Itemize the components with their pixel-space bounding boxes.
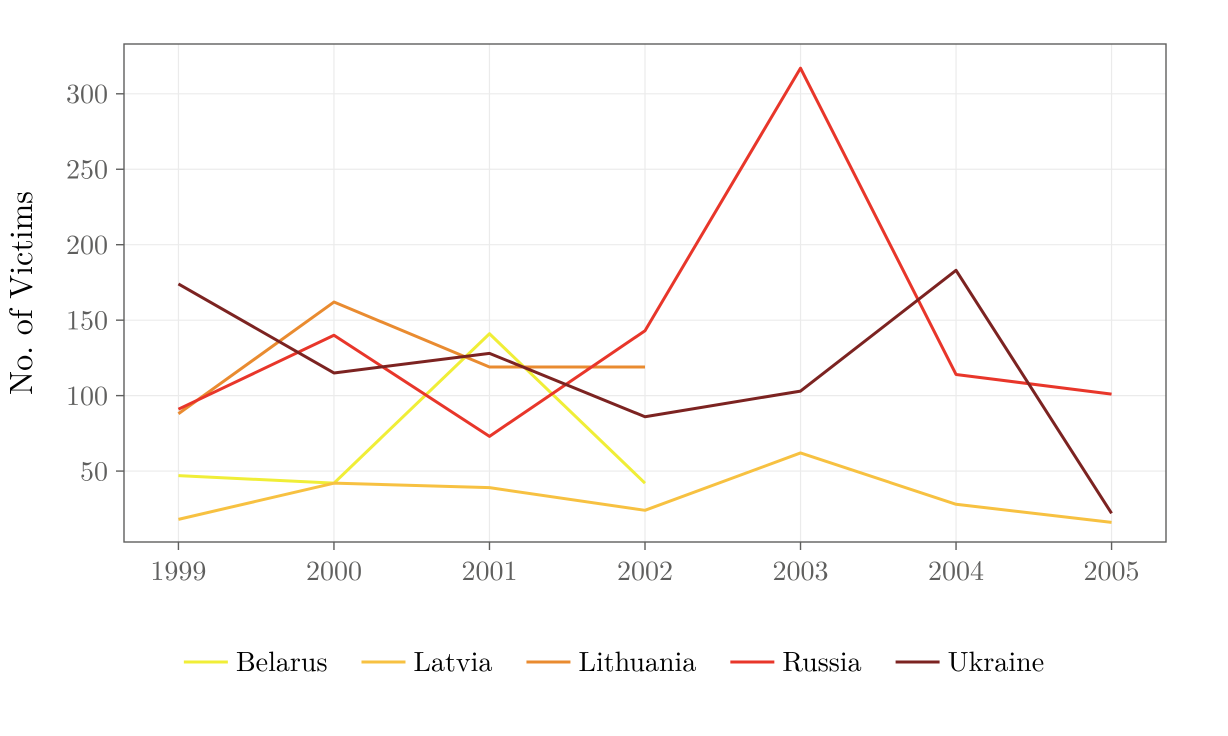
x-tick-label: 1999 xyxy=(150,549,206,589)
y-tick-label: 100 xyxy=(66,374,108,414)
x-tick-label: 2005 xyxy=(1084,549,1140,589)
y-tick-label: 200 xyxy=(66,223,108,263)
x-tick-label: 2001 xyxy=(461,549,517,589)
y-axis-title: No. of Victims xyxy=(0,191,42,395)
line-chart: 1999 2000 2001 2002 2003 2004 2005 50 100 150 200 2… xyxy=(0,0,1228,736)
x-tick-label: 2003 xyxy=(773,549,829,589)
y-tick-label: 150 xyxy=(66,298,108,338)
y-tick-label: 300 xyxy=(66,72,108,112)
y-tick-label: 50 xyxy=(80,449,108,489)
chart-container: 1999 2000 2001 2002 2003 2004 2005 50 100 150 200 2… xyxy=(0,0,1228,736)
x-tick-label: 2002 xyxy=(617,549,673,589)
legend-label: Latvia xyxy=(413,640,492,680)
legend-label: Lithuania xyxy=(578,640,696,680)
legend-label: Ukraine xyxy=(948,640,1045,680)
legend-label: Belarus xyxy=(236,640,328,680)
legend-label: Russia xyxy=(782,640,861,680)
x-tick-label: 2004 xyxy=(928,549,984,589)
y-tick-label: 250 xyxy=(66,147,108,187)
x-tick-label: 2000 xyxy=(306,549,362,589)
